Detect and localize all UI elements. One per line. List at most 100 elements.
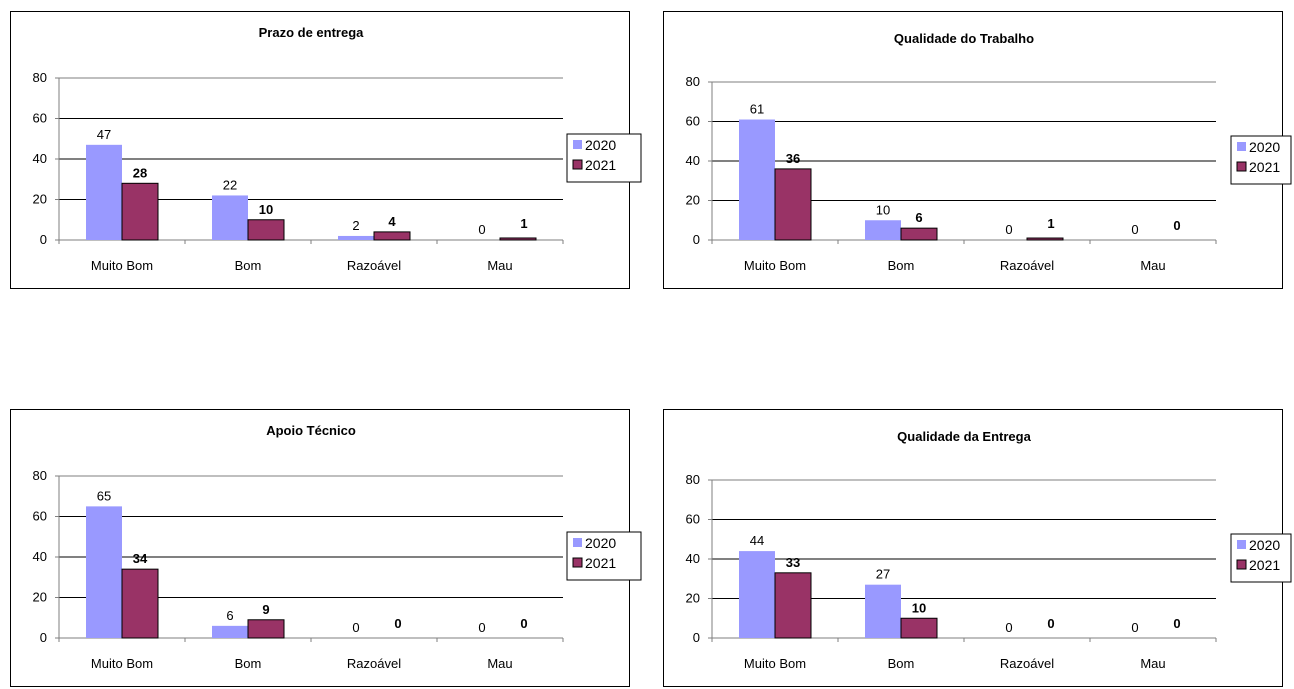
bar-2021 [121, 182, 159, 241]
y-tick-label: 60 [686, 512, 700, 527]
legend-label: 2021 [1249, 159, 1280, 175]
y-tick-label: 60 [33, 111, 47, 126]
legend-swatch-2021 [572, 557, 583, 568]
data-label-2020: 0 [1131, 620, 1138, 635]
y-tick-label: 0 [693, 630, 700, 645]
data-label-2020: 47 [97, 127, 111, 142]
y-tick-label: 80 [33, 70, 47, 85]
data-label-2020: 0 [478, 620, 485, 635]
bar-2021 [774, 572, 812, 639]
bar-2021 [1026, 237, 1064, 241]
data-label-2020: 6 [226, 608, 233, 623]
category-label: Muito Bom [91, 258, 153, 273]
data-label-2021: 28 [133, 165, 147, 180]
bar-2020 [86, 506, 122, 638]
data-label-2021: 36 [786, 151, 800, 166]
bar-2020 [739, 119, 775, 240]
data-label-2020: 2 [352, 218, 359, 233]
category-label: Razoável [1000, 258, 1054, 273]
data-label-2021: 0 [520, 616, 527, 631]
data-label-2021: 0 [1173, 218, 1180, 233]
bar-2020 [212, 195, 248, 240]
legend-swatch-2020 [573, 140, 582, 149]
bar-2021 [121, 568, 159, 639]
bar-2021 [247, 619, 285, 639]
data-label-2021: 4 [388, 214, 396, 229]
data-label-2021: 0 [1173, 616, 1180, 631]
y-tick-label: 40 [686, 153, 700, 168]
data-label-2020: 0 [478, 222, 485, 237]
legend-swatch-2021 [572, 159, 583, 170]
y-tick-label: 40 [33, 151, 47, 166]
bar-2020 [865, 584, 901, 638]
chart-prazo-de-entrega: Prazo de entrega 0 20 40 60 80 Muito Bom 47 28 Bo… [10, 11, 642, 289]
category-label: Bom [235, 258, 262, 273]
legend-label: 2020 [1249, 537, 1280, 553]
legend-label: 2020 [585, 137, 616, 153]
chart-title: Qualidade do Trabalho [894, 31, 1034, 46]
data-label-2020: 0 [1131, 222, 1138, 237]
chart-apoio-tecnico: Apoio Técnico 0 20 40 60 80 Muito Bom 65 34 Bom 6 9… [10, 409, 642, 687]
bar-2021 [499, 237, 537, 241]
bar-2021 [774, 168, 812, 241]
bar-2021 [373, 231, 411, 241]
chart-svg: Prazo de entrega 0 20 40 60 80 Muito Bom 47 28 Bo… [33, 25, 642, 273]
category-label: Razoável [347, 258, 401, 273]
category-label: Muito Bom [744, 258, 806, 273]
legend-swatch-2020 [1237, 142, 1246, 151]
chart-qualidade-da-entrega: Qualidade da Entrega 0 20 40 60 80 Muito Bom 44… [663, 409, 1292, 687]
data-label-2021: 0 [394, 616, 401, 631]
bar-2021 [900, 227, 938, 241]
category-label: Bom [888, 656, 915, 671]
data-label-2021: 10 [912, 600, 926, 615]
legend-label: 2021 [1249, 557, 1280, 573]
data-label-2020: 10 [876, 202, 890, 217]
chart-title: Prazo de entrega [259, 25, 365, 40]
legend-label: 2020 [1249, 139, 1280, 155]
category-label: Bom [235, 656, 262, 671]
data-label-2021: 9 [262, 602, 269, 617]
y-tick-label: 0 [693, 232, 700, 247]
data-label-2021: 6 [915, 210, 922, 225]
y-tick-label: 20 [33, 192, 47, 207]
chart-title: Qualidade da Entrega [897, 429, 1031, 444]
data-label-2020: 0 [1005, 620, 1012, 635]
y-tick-label: 40 [686, 551, 700, 566]
category-label: Razoável [347, 656, 401, 671]
bar-2021 [247, 219, 285, 241]
bar-2020 [338, 235, 374, 240]
category-label: Mau [1140, 656, 1165, 671]
y-tick-label: 80 [686, 74, 700, 89]
category-label: Mau [487, 258, 512, 273]
chart-qualidade-do-trabalho: Qualidade do Trabalho 0 20 40 60 80 Muito Bom 6… [663, 11, 1292, 289]
data-label-2020: 65 [97, 488, 111, 503]
y-tick-label: 60 [33, 509, 47, 524]
category-label: Bom [888, 258, 915, 273]
legend-swatch-2021 [1236, 559, 1247, 570]
y-tick-label: 80 [33, 468, 47, 483]
data-label-2021: 34 [133, 551, 148, 566]
data-label-2020: 27 [876, 567, 890, 582]
legend-label: 2021 [585, 157, 616, 173]
data-label-2020: 22 [223, 177, 237, 192]
bar-2020 [865, 220, 901, 240]
y-tick-label: 20 [33, 590, 47, 605]
legend-swatch-2020 [573, 538, 582, 547]
y-tick-label: 60 [686, 114, 700, 129]
y-tick-label: 80 [686, 472, 700, 487]
bar-2020 [212, 625, 248, 638]
bar-2020 [739, 551, 775, 638]
category-label: Mau [487, 656, 512, 671]
legend-label: 2020 [585, 535, 616, 551]
data-label-2020: 44 [750, 533, 764, 548]
y-tick-label: 40 [33, 549, 47, 564]
data-label-2020: 0 [1005, 222, 1012, 237]
category-label: Mau [1140, 258, 1165, 273]
category-label: Muito Bom [744, 656, 806, 671]
chart-svg: Qualidade da Entrega 0 20 40 60 80 Muito Bom 44… [686, 429, 1292, 671]
legend-label: 2021 [585, 555, 616, 571]
data-label-2021: 1 [1047, 216, 1054, 231]
legend-swatch-2021 [1236, 161, 1247, 172]
chart-title: Apoio Técnico [266, 423, 356, 438]
bar-2020 [86, 144, 122, 240]
